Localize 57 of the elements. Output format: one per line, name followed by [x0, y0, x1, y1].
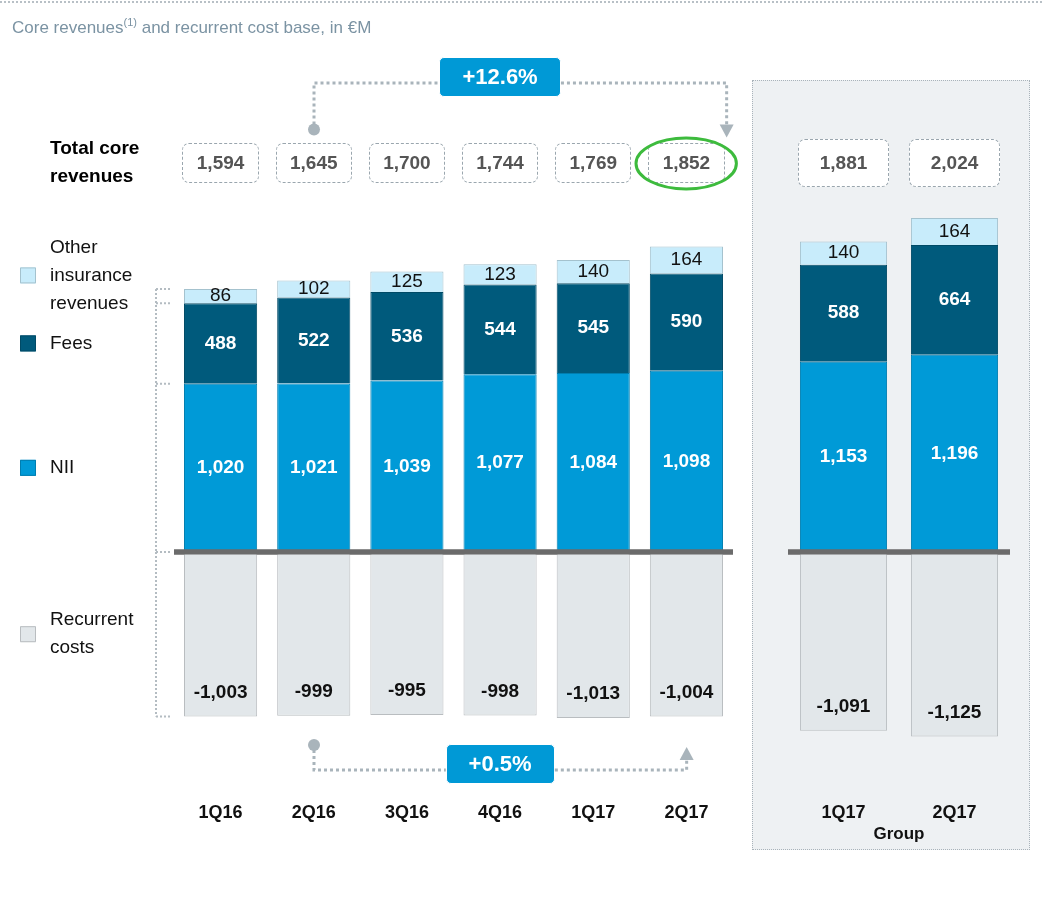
data-label: 1,153	[819, 445, 868, 467]
chart-title: Core revenues$^{(1)}$ and recurrent cost base, in €M	[12, 16, 372, 38]
data-label: 164	[670, 248, 703, 270]
data-label: 545	[577, 316, 610, 338]
data-label: 544	[484, 317, 517, 339]
data-label: -995	[387, 679, 427, 701]
x-tick-label: 2Q17	[932, 802, 977, 823]
legend-label: Other insurance revenues	[50, 235, 133, 313]
data-label: -1,013	[566, 682, 621, 704]
x-tick-label: 1Q17	[571, 802, 616, 823]
data-label: 1,039	[383, 454, 431, 476]
legend-label: Fees	[50, 331, 93, 353]
dashed-box: 2,024	[909, 138, 1000, 188]
legend-label: NII	[50, 456, 75, 478]
data-label: 1,084	[569, 450, 618, 472]
callout: +12.6%	[439, 57, 561, 97]
x-tick-label: 3Q16	[384, 802, 429, 823]
text: Total core revenues	[50, 137, 140, 187]
data-label: 522	[297, 328, 330, 350]
data-label: 86	[210, 284, 232, 306]
callout: +0.5%	[445, 743, 555, 784]
data-label: -1,091	[816, 695, 871, 717]
dashed-box: 1,881	[798, 138, 889, 188]
data-label: 488	[204, 331, 237, 353]
x-axis-title: Group	[873, 824, 925, 844]
data-label: 588	[827, 301, 860, 323]
data-label: 102	[297, 277, 330, 299]
dashed-box: 1,852	[648, 142, 725, 184]
dashed-box: 1,744	[461, 142, 539, 184]
data-label: 140	[577, 259, 610, 281]
data-label: 125	[391, 270, 423, 292]
x-tick-label: 2Q17	[664, 802, 709, 823]
data-label: -999	[294, 680, 333, 702]
data-label: 1,020	[196, 456, 245, 478]
data-label: 140	[827, 241, 860, 263]
data-label: -998	[481, 680, 520, 702]
data-label: -1,003	[193, 680, 248, 702]
data-label: 664	[938, 288, 971, 310]
dashed-box: 1,594	[182, 142, 259, 184]
dashed-box: 1,700	[368, 142, 446, 184]
data-label: -1,125	[927, 700, 982, 722]
data-label: 536	[391, 324, 423, 346]
data-label: 164	[938, 219, 971, 241]
data-label: 590	[670, 310, 703, 332]
x-tick-label: 2Q16	[291, 802, 336, 823]
x-tick-label: 1Q17	[821, 802, 866, 823]
data-label: 1,196	[930, 441, 979, 463]
data-label: 123	[484, 262, 516, 284]
x-tick-label: 4Q16	[478, 802, 523, 823]
data-label: 1,077	[476, 451, 524, 473]
dashed-box: 1,769	[555, 142, 632, 184]
data-label: 1,098	[662, 449, 711, 471]
data-label: -1,004	[659, 681, 714, 703]
dashed-box: 1,645	[275, 142, 352, 184]
legend-label: Recurrent costs	[50, 608, 135, 658]
x-tick-label: 1Q16	[198, 802, 243, 823]
data-label: 1,021	[289, 455, 338, 477]
